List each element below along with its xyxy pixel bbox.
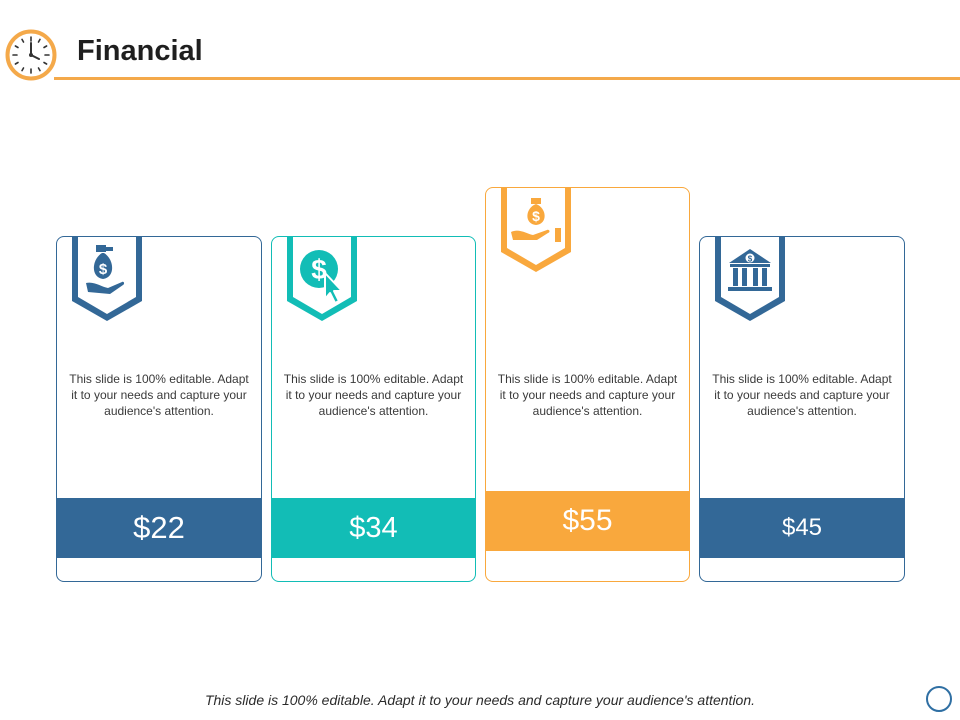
price-card-3: $ This slide is 100% editable. Adapt it … xyxy=(485,187,690,582)
svg-text:$: $ xyxy=(99,261,108,278)
price-bar: $45 xyxy=(700,498,904,558)
card-description: This slide is 100% editable. Adapt it to… xyxy=(69,372,249,418)
svg-text:$: $ xyxy=(748,255,753,264)
price-bar: $55 xyxy=(486,491,689,551)
page-title: Financial xyxy=(77,35,203,67)
price-bar: $34 xyxy=(272,498,475,558)
svg-text:$: $ xyxy=(532,208,540,224)
svg-text:$: $ xyxy=(311,254,327,285)
card-description: This slide is 100% editable. Adapt it to… xyxy=(497,372,678,418)
price-card-4: $ This slide is 100% editable. Adapt it … xyxy=(699,236,905,582)
circle-icon xyxy=(926,686,952,712)
bank-icon: $ xyxy=(715,237,785,321)
price-value: $22 xyxy=(133,510,185,545)
price-value: $55 xyxy=(562,504,613,537)
price-value: $34 xyxy=(349,511,398,544)
card-description: This slide is 100% editable. Adapt it to… xyxy=(712,372,892,418)
price-bar: $22 xyxy=(57,498,261,558)
price-value: $45 xyxy=(781,514,823,541)
dollar-cursor-icon: $ xyxy=(287,237,357,321)
header-divider xyxy=(54,77,960,80)
price-card-2: $ This slide is 100% editable. Adapt it … xyxy=(271,236,476,582)
price-card-1: $ This slide is 100% editable. Adapt it … xyxy=(56,236,262,582)
money-bag-hand-icon: $ xyxy=(72,237,142,321)
card-description: This slide is 100% editable. Adapt it to… xyxy=(283,372,464,418)
money-bag-hand-icon: $ xyxy=(501,188,571,272)
clock-icon xyxy=(5,29,57,81)
footer-note: This slide is 100% editable. Adapt it to… xyxy=(204,692,756,708)
